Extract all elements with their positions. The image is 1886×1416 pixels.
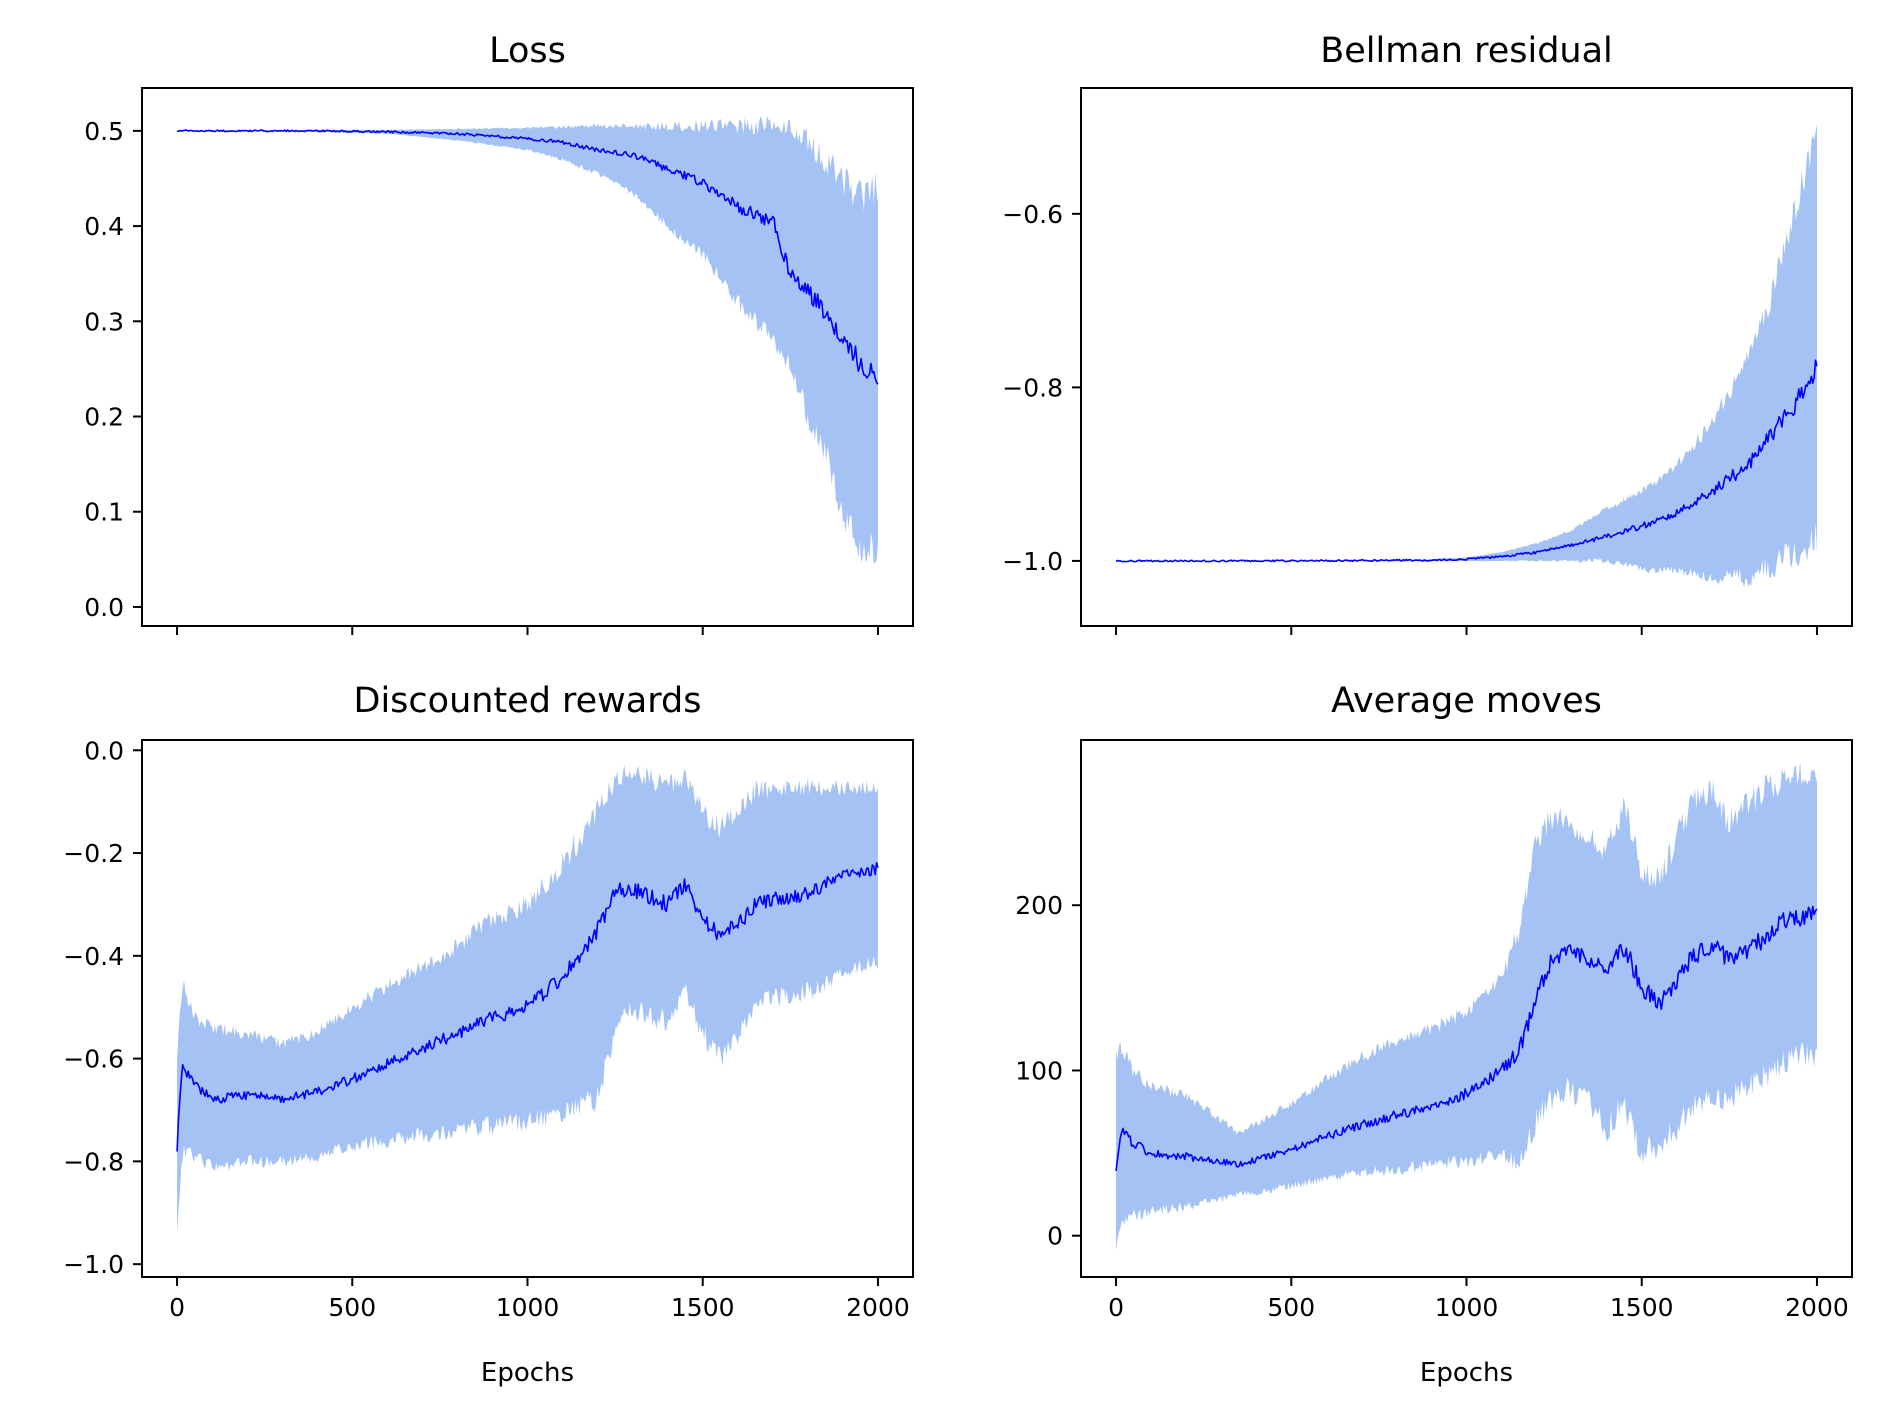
- loss-y-tick-label: 0.4: [84, 212, 124, 241]
- bellman-mean-line-layer: [1115, 359, 1818, 563]
- loss-y-tick-label: 0.0: [84, 593, 124, 622]
- rewards-y-tick-label: −1.0: [63, 1250, 124, 1279]
- bellman-y-ticks: −1.0 −0.8 −0.6: [1002, 200, 1081, 576]
- rewards-x-tick-label: 1000: [496, 1293, 560, 1322]
- rewards-y-tick-label: −0.6: [63, 1045, 124, 1074]
- bellman-y-tick-label: −0.8: [1002, 373, 1063, 402]
- loss-y-ticks: 0.0 0.1 0.2 0.3 0.4 0.5: [84, 117, 142, 622]
- moves-panel: Average moves 0 500 1000 1500 2000 0 100 200 E…: [1015, 681, 1853, 1388]
- bellman-mean-line: [1115, 359, 1818, 563]
- loss-band-layer: [177, 115, 878, 564]
- rewards-mean-line-layer: [176, 861, 879, 1152]
- rewards-y-ticks: −1.0 −0.8 −0.6 −0.4 −0.2 0.0: [63, 736, 142, 1279]
- moves-std-band: [1116, 761, 1817, 1251]
- moves-x-axis-label: Epochs: [1420, 1358, 1513, 1388]
- rewards-x-tick-label: 500: [328, 1293, 376, 1322]
- rewards-y-tick-label: −0.8: [63, 1147, 124, 1176]
- loss-mean-line: [176, 129, 879, 385]
- rewards-mean-line: [176, 861, 879, 1152]
- moves-mean-line: [1115, 905, 1818, 1172]
- loss-y-tick-label: 0.1: [84, 498, 124, 527]
- moves-y-tick-label: 200: [1015, 891, 1063, 920]
- bellman-panel: Bellman residual −1.0 −0.8 −0.6: [1002, 31, 1853, 635]
- moves-x-tick-label: 1500: [1610, 1293, 1674, 1322]
- bellman-y-tick-label: −1.0: [1002, 547, 1063, 576]
- bellman-y-tick-label: −0.6: [1002, 200, 1063, 229]
- moves-y-ticks: 0 100 200: [1015, 891, 1081, 1251]
- rewards-x-tick-label: 0: [169, 1293, 185, 1322]
- moves-band-layer: [1116, 761, 1817, 1251]
- rewards-x-tick-label: 2000: [846, 1293, 910, 1322]
- rewards-panel: Discounted rewards 0 500 1000 1500 2000 −1.0…: [63, 681, 914, 1388]
- moves-title: Average moves: [1331, 681, 1602, 721]
- rewards-x-axis-label: Epochs: [481, 1358, 574, 1388]
- moves-x-tick-label: 500: [1267, 1293, 1315, 1322]
- rewards-x-ticks: 0 500 1000 1500 2000: [169, 1277, 910, 1322]
- moves-x-ticks: 0 500 1000 1500 2000: [1108, 1277, 1849, 1322]
- bellman-x-ticks: [1115, 626, 1818, 635]
- bellman-band-layer: [1116, 123, 1817, 588]
- moves-x-tick-label: 1000: [1435, 1293, 1499, 1322]
- moves-mean-line-layer: [1115, 905, 1818, 1172]
- moves-y-tick-label: 100: [1015, 1056, 1063, 1085]
- loss-y-tick-label: 0.3: [84, 307, 124, 336]
- bellman-title: Bellman residual: [1320, 31, 1613, 71]
- rewards-y-tick-label: −0.4: [63, 942, 124, 971]
- loss-std-band: [177, 115, 878, 564]
- moves-x-tick-label: 2000: [1785, 1293, 1849, 1322]
- loss-x-ticks: [176, 626, 879, 635]
- moves-y-tick-label: 0: [1047, 1222, 1063, 1251]
- loss-panel: Loss 0.0 0.1 0.2 0.3 0.4 0.5: [84, 31, 914, 635]
- rewards-title: Discounted rewards: [354, 681, 702, 721]
- bellman-std-band: [1116, 123, 1817, 588]
- rewards-std-band: [177, 764, 878, 1233]
- moves-x-tick-label: 0: [1108, 1293, 1124, 1322]
- loss-y-tick-label: 0.2: [84, 403, 124, 432]
- loss-mean-line-layer: [176, 129, 879, 385]
- rewards-y-tick-label: −0.2: [63, 839, 124, 868]
- rewards-x-tick-label: 1500: [671, 1293, 735, 1322]
- rewards-band-layer: [177, 764, 878, 1233]
- loss-title: Loss: [489, 31, 566, 71]
- loss-y-tick-label: 0.5: [84, 117, 124, 146]
- rewards-y-tick-label: 0.0: [84, 736, 124, 765]
